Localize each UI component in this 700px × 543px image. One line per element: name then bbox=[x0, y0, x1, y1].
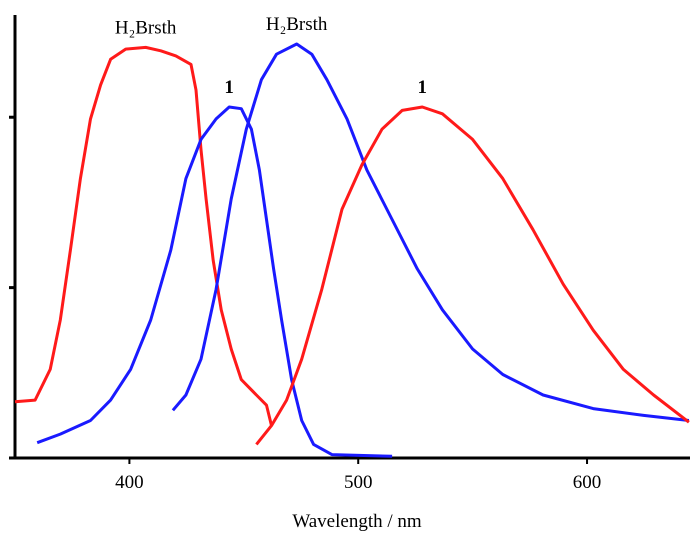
peak-label: 1 bbox=[418, 77, 428, 98]
spectrum-line bbox=[255, 105, 690, 446]
peak-label: 1 bbox=[224, 77, 234, 98]
x-tick-label: 400 bbox=[115, 472, 144, 493]
x-axis-label: Wavelength / nm bbox=[292, 511, 422, 532]
x-tick-label: 500 bbox=[344, 472, 373, 493]
spectrum-line bbox=[14, 45, 273, 426]
spectrum-line bbox=[36, 105, 393, 458]
peak-label: H₂Brsth bbox=[266, 14, 328, 35]
spectrum-line bbox=[171, 42, 690, 422]
x-tick-label: 600 bbox=[573, 472, 602, 493]
peak-label: H₂Brsth bbox=[115, 17, 177, 38]
